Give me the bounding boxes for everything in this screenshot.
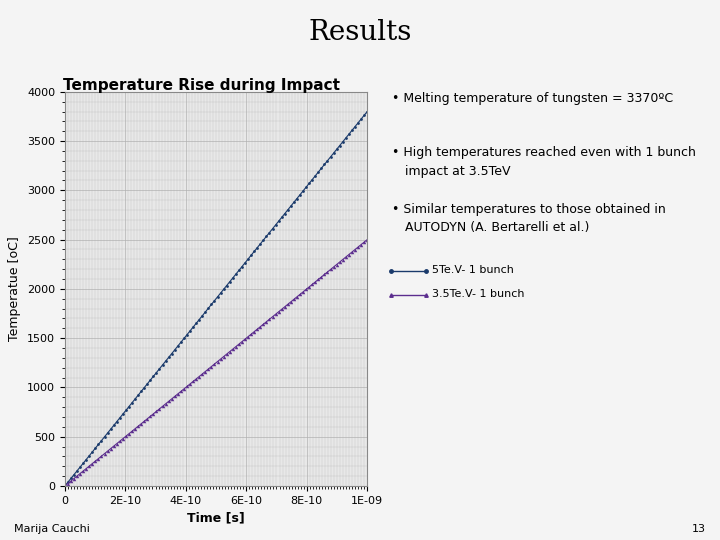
Text: 13: 13	[692, 524, 706, 534]
3.5Te.V- 1 bunch	[348, 249, 356, 255]
Text: Results: Results	[308, 19, 412, 46]
Text: impact at 3.5TeV: impact at 3.5TeV	[405, 165, 511, 178]
Text: 3.5Te.V- 1 bunch: 3.5Te.V- 1 bunch	[432, 289, 524, 299]
5Te.V- 1 bunch	[363, 108, 372, 114]
Text: Marija Cauchi: Marija Cauchi	[14, 524, 90, 534]
5Te.V- 1 bunch	[131, 396, 140, 402]
5Te.V- 1 bunch	[119, 411, 127, 417]
X-axis label: Time [s]: Time [s]	[187, 511, 245, 524]
Text: • Melting temperature of tungsten = 3370ºC: • Melting temperature of tungsten = 3370…	[392, 92, 673, 105]
3.5Te.V- 1 bunch	[338, 256, 347, 263]
Text: AUTODYN (A. Bertarelli et al.): AUTODYN (A. Bertarelli et al.)	[405, 221, 590, 234]
5Te.V- 1 bunch	[60, 483, 69, 489]
Text: Temperature Rise during Impact: Temperature Rise during Impact	[63, 78, 340, 93]
Text: 5Te.V- 1 bunch: 5Te.V- 1 bunch	[432, 265, 514, 275]
3.5Te.V- 1 bunch	[131, 426, 140, 432]
3.5Te.V- 1 bunch	[216, 356, 225, 362]
3.5Te.V- 1 bunch	[60, 483, 69, 489]
3.5Te.V- 1 bunch	[363, 237, 372, 243]
3.5Te.V- 1 bunch	[119, 435, 127, 442]
5Te.V- 1 bunch	[216, 290, 225, 296]
Text: • High temperatures reached even with 1 bunch: • High temperatures reached even with 1 …	[392, 146, 696, 159]
Line: 3.5Te.V- 1 bunch: 3.5Te.V- 1 bunch	[63, 238, 369, 488]
Y-axis label: Temperatue [oC]: Temperatue [oC]	[9, 237, 22, 341]
5Te.V- 1 bunch	[338, 139, 347, 145]
5Te.V- 1 bunch	[348, 127, 356, 134]
Text: • Similar temperatures to those obtained in: • Similar temperatures to those obtained…	[392, 202, 666, 215]
3.5Te.V- 1 bunch	[240, 336, 249, 342]
Line: 5Te.V- 1 bunch: 5Te.V- 1 bunch	[63, 110, 369, 488]
5Te.V- 1 bunch	[240, 260, 249, 266]
